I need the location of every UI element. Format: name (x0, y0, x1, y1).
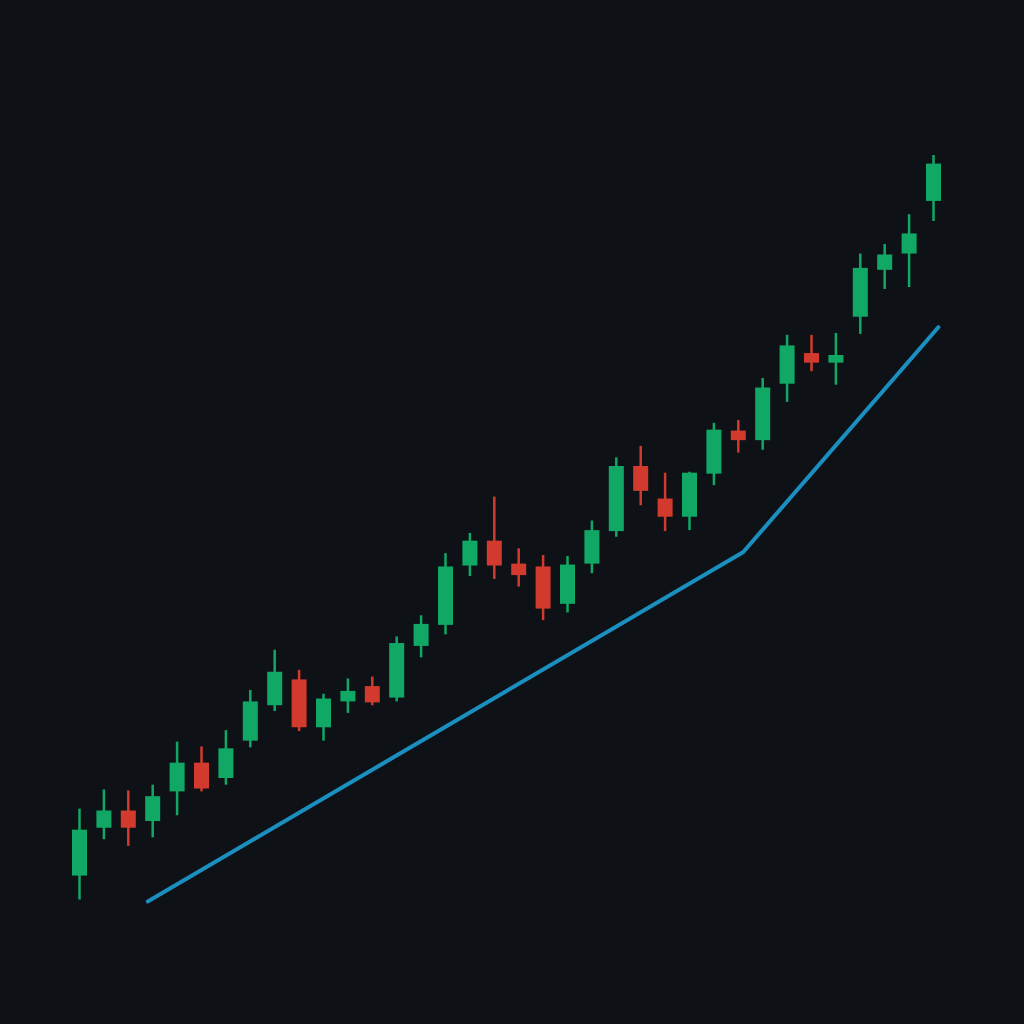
candle (511, 548, 527, 587)
candle-body (755, 387, 771, 441)
candle (804, 334, 819, 372)
candle-body (389, 643, 405, 698)
candle-body (804, 353, 819, 363)
candle-body (291, 679, 307, 728)
candle (364, 676, 380, 706)
candle-body (828, 354, 844, 363)
candle-body (267, 671, 283, 706)
candle-body (316, 698, 331, 728)
candle-body (169, 762, 185, 792)
candle (584, 520, 600, 574)
candle (682, 471, 697, 531)
candle-body (486, 540, 502, 566)
candle-body (706, 429, 722, 474)
candle (291, 669, 307, 732)
candle-body (682, 472, 697, 517)
candle-body (560, 564, 575, 604)
candle-body (218, 748, 234, 778)
candle-body (96, 810, 112, 828)
candle-body (633, 465, 649, 491)
candle (730, 420, 746, 453)
candle-body (72, 829, 87, 876)
candle-body (413, 623, 429, 646)
candle-body (145, 796, 161, 822)
candle-body (926, 163, 941, 201)
candle-body (584, 530, 600, 564)
candle (267, 649, 283, 711)
candle (145, 784, 161, 838)
candle (316, 693, 331, 741)
candle-body (462, 540, 478, 566)
candle (462, 532, 478, 577)
candle-body (242, 701, 258, 741)
candle (438, 553, 453, 635)
candle-body (364, 686, 380, 703)
candle (535, 554, 551, 621)
candle (242, 689, 258, 748)
candle-body (779, 345, 795, 384)
candle (169, 741, 185, 816)
candle (608, 457, 624, 537)
candle (96, 789, 112, 840)
candle-body (852, 267, 868, 317)
candle-body (608, 465, 624, 532)
candle-body (535, 566, 551, 609)
candle (852, 253, 868, 334)
candle-body (511, 563, 527, 576)
candle (779, 334, 795, 402)
candle (633, 445, 649, 506)
candle (926, 154, 941, 222)
candles-layer (72, 154, 941, 900)
candle (657, 472, 673, 532)
candle-body (730, 430, 746, 441)
candle-body (438, 566, 453, 625)
candle-body (120, 810, 136, 828)
candle (828, 332, 844, 385)
candle-body (657, 498, 673, 517)
candle (120, 790, 136, 846)
candle (413, 615, 429, 658)
candle (218, 730, 234, 785)
candle (340, 678, 356, 713)
candle (389, 636, 405, 702)
candle-body (877, 254, 893, 270)
candle (755, 377, 771, 450)
candle-body (901, 233, 917, 254)
candle (486, 496, 502, 579)
candle-body (194, 762, 209, 789)
candle (901, 214, 917, 288)
candle (560, 555, 575, 613)
candle (877, 243, 893, 289)
candle (194, 746, 209, 792)
trendline (145, 325, 941, 904)
candle-body (340, 690, 356, 702)
candle (72, 808, 87, 900)
candle (706, 422, 722, 486)
